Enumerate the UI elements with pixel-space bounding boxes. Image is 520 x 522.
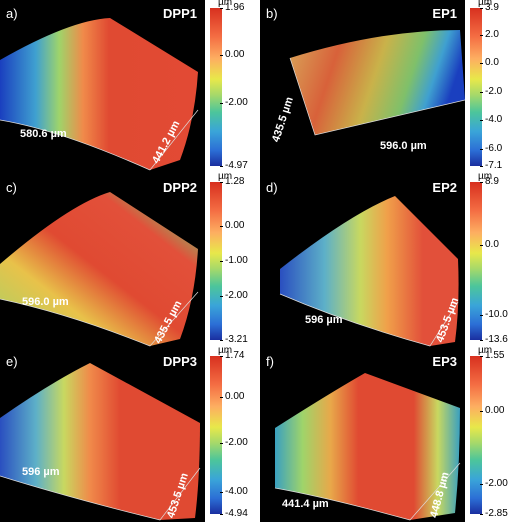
surface-plot-c: c) DPP2 596.0 µm 435.5 µm <box>0 174 205 348</box>
surface-plot-f: f) EP3 441.4 µm 448.8 µm <box>260 348 465 522</box>
surface-image-b <box>289 30 465 136</box>
surface-plot-d: d) EP2 596 µm 453.5 µm <box>260 174 465 348</box>
colorbar-tick-label: -2.0 <box>479 85 503 97</box>
panel-letter: d) <box>266 180 278 195</box>
colorbar-e <box>210 356 222 514</box>
colorbar-tick-label: -6.0 <box>479 142 503 154</box>
colorbar-tick-label: -7.1 <box>479 160 503 171</box>
dim-x-label: 596 µm <box>22 466 60 478</box>
dim-x-label: 596.0 µm <box>380 140 427 152</box>
colorbar-unit: µm <box>478 0 493 8</box>
panel-letter: f) <box>266 354 274 369</box>
surface-plot-b: b) EP1 596.0 µm 435.5 µm <box>260 0 465 174</box>
colorbar-unit: µm <box>478 171 493 182</box>
colorbar-tick-label: -4.94 <box>220 508 248 519</box>
colorbar-tick-label: 3.9 <box>480 2 499 13</box>
colorbar-unit: µm <box>218 171 233 182</box>
sample-label: EP3 <box>432 354 457 369</box>
colorbar-tick-label: -2.00 <box>480 477 508 489</box>
colorbar-unit: µm <box>478 345 493 356</box>
colorbar-tick-label: 0.00 <box>219 391 245 403</box>
colorbar-tick-label: -2.00 <box>220 289 248 301</box>
panel-f: f) EP3 441.4 µm 448.8 µm µm 1.55 0.00 -2.0… <box>260 345 520 522</box>
panel-letter: c) <box>6 180 17 195</box>
colorbar-unit: µm <box>218 0 233 8</box>
panel-d: d) EP2 596 µm 453.5 µm µm 8.9 0.0 -10.0 -13… <box>260 171 520 348</box>
colorbar-tick-label: 1.96 <box>219 2 245 13</box>
colorbar-tick-label: -1.00 <box>220 255 248 266</box>
surface-image-a <box>0 18 199 171</box>
panel-e: e) DPP3 596 µm 453.5 µm µm 1.74 0.00 -2.00… <box>0 345 260 522</box>
colorbar-unit: µm <box>218 345 233 356</box>
colorbar-tick-label: 1.28 <box>219 176 245 187</box>
colorbar-c <box>210 182 222 340</box>
colorbar-tick-label: -4.00 <box>220 485 248 497</box>
colorbar-tick-label: 1.74 <box>219 350 245 361</box>
sample-label: EP1 <box>432 6 457 21</box>
sample-label: DPP3 <box>163 354 197 369</box>
surface-image-e <box>0 363 201 521</box>
panel-a: a) DPP1 580.6 µm 441.2 µm µm 1.96 0.00 -2.… <box>0 0 260 174</box>
colorbar-b <box>470 8 482 166</box>
surface-plot-a: a) DPP1 580.6 µm 441.2 µm <box>0 0 205 174</box>
sample-label: EP2 <box>432 180 457 195</box>
colorbar-tick-label: 1.55 <box>479 350 505 361</box>
dim-x-label: 441.4 µm <box>282 498 329 510</box>
sample-label: DPP2 <box>163 180 197 195</box>
colorbar-tick-label: 0.00 <box>219 49 245 61</box>
colorbar-tick-label: -2.00 <box>220 436 248 448</box>
colorbar-tick-label: 0.00 <box>219 220 245 232</box>
colorbar-tick-label: 0.0 <box>480 57 499 69</box>
panel-letter: e) <box>6 354 18 369</box>
panel-letter: a) <box>6 6 18 21</box>
surface-image-c <box>0 192 199 347</box>
surface-plot-e: e) DPP3 596 µm 453.5 µm <box>0 348 205 522</box>
colorbar-tick-label: 8.9 <box>480 176 499 187</box>
colorbar-tick-label: 2.0 <box>480 28 499 40</box>
colorbar-tick-label: -4.0 <box>479 114 503 126</box>
surface-image-d <box>279 196 459 347</box>
colorbar-f <box>470 356 482 514</box>
sample-label: DPP1 <box>163 6 197 21</box>
panel-b: b) EP1 596.0 µm 435.5 µm µm 3.9 2.0 0.0 -2.… <box>260 0 520 174</box>
colorbar-tick-label: -10.0 <box>480 308 508 320</box>
panel-c: c) DPP2 596.0 µm 435.5 µm µm 1.28 0.00 -1.… <box>0 171 260 348</box>
colorbar-tick-label: -13.6 <box>480 334 508 345</box>
surface-image-f <box>274 373 461 521</box>
colorbar-tick-label: -2.85 <box>480 508 508 519</box>
colorbar-tick-label: 0.0 <box>480 239 499 251</box>
dim-x-label: 580.6 µm <box>20 128 67 140</box>
dim-x-label: 596.0 µm <box>22 296 69 308</box>
dim-x-label: 596 µm <box>305 314 343 326</box>
colorbar-tick-label: 0.00 <box>479 405 505 417</box>
colorbar-a <box>210 8 222 166</box>
colorbar-d <box>470 182 482 340</box>
colorbar-tick-label: -4.97 <box>220 160 248 171</box>
colorbar-tick-label: -2.00 <box>220 96 248 108</box>
colorbar-tick-label: -3.21 <box>220 334 248 345</box>
panel-letter: b) <box>266 6 278 21</box>
